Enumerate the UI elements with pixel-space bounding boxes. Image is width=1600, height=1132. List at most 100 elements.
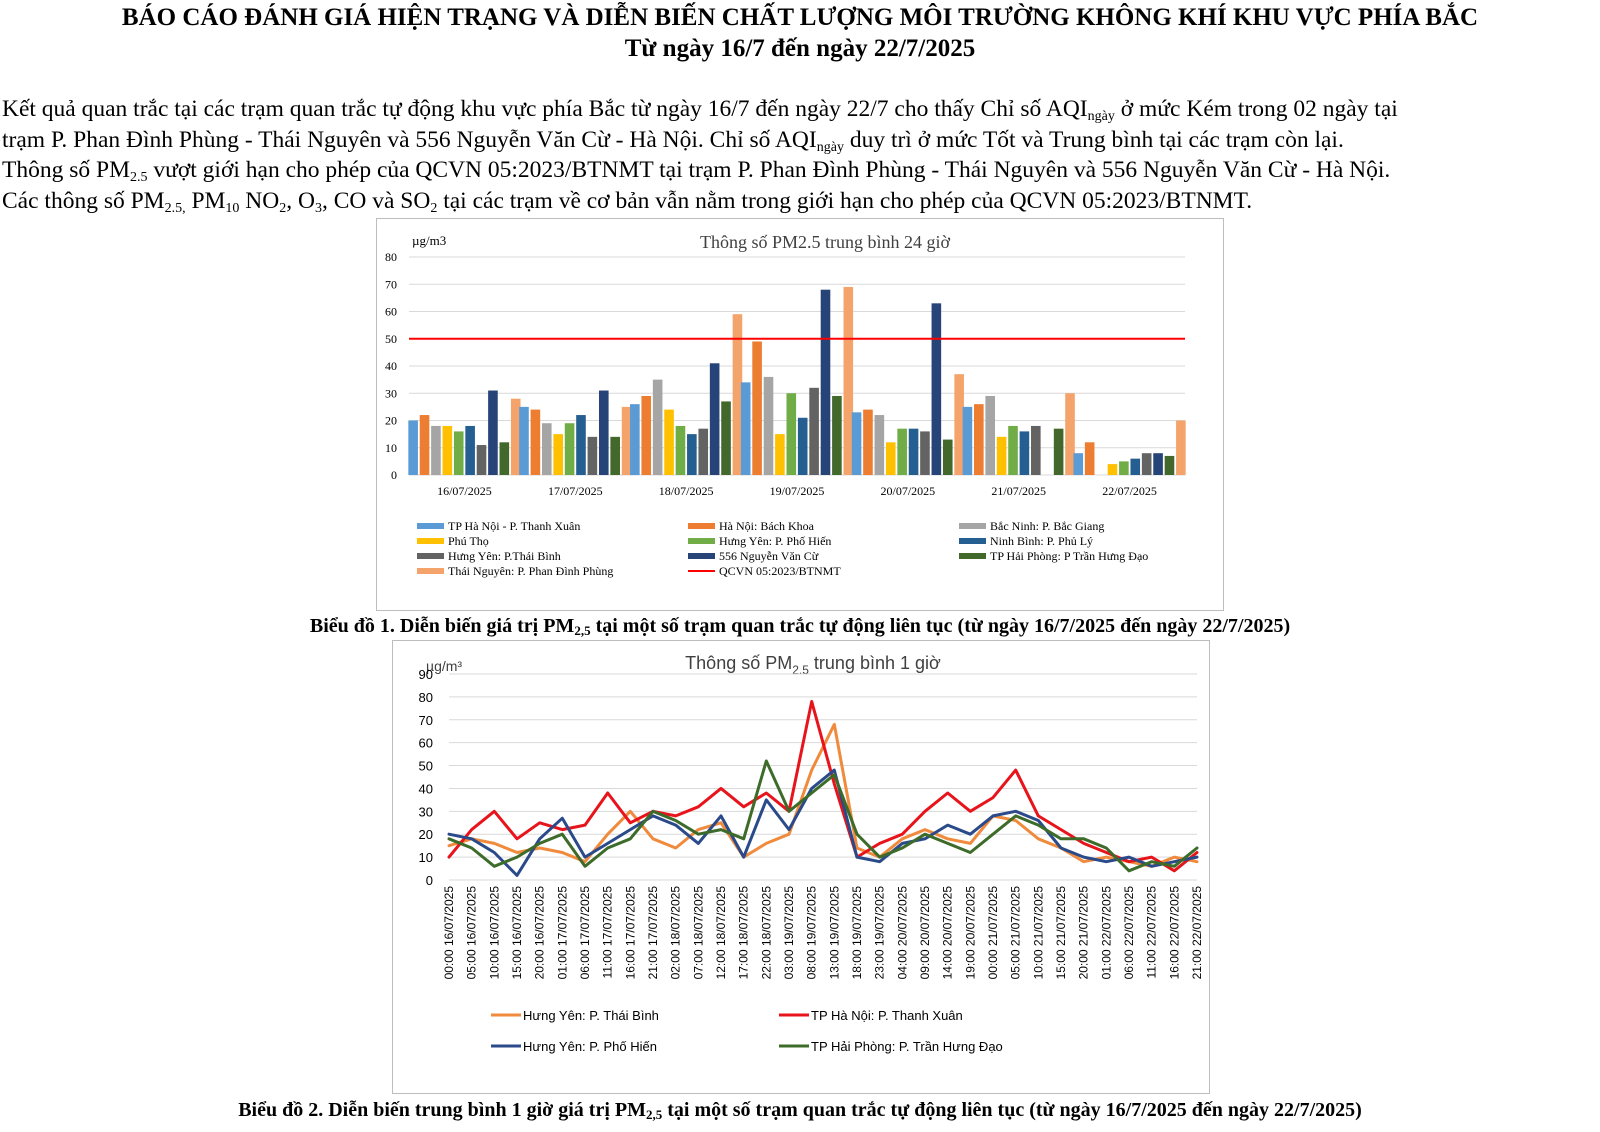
chart-2-x-tick: 00:00 16/07/2025 xyxy=(442,886,456,980)
chart-1-bar xyxy=(598,390,609,475)
chart-2-x-tick: 11:00 22/07/2025 xyxy=(1145,886,1159,979)
chart-1-bar xyxy=(664,409,674,475)
chart-1-bar xyxy=(874,415,885,475)
chart-1-bar xyxy=(740,382,751,475)
chart-1-legend-swatch xyxy=(959,553,986,559)
chart-1-bar xyxy=(530,409,541,475)
chart-1-bar xyxy=(610,436,620,475)
chart-1-bar xyxy=(431,425,441,475)
chart-1-bar xyxy=(1008,425,1018,475)
chart-2-x-tick: 03:00 19/07/2025 xyxy=(782,886,796,980)
chart-1-bar xyxy=(408,420,418,475)
report-title: BÁO CÁO ĐÁNH GIÁ HIỆN TRẠNG VÀ DIỄN BIẾN… xyxy=(121,4,1479,31)
chart-2-y-tick: 50 xyxy=(419,759,433,774)
chart-1-bar xyxy=(797,417,808,475)
chart-1-bar xyxy=(576,415,586,475)
chart-2-x-tick: 13:00 19/07/2025 xyxy=(827,886,841,980)
chart-2-line-pm25-1h: µg/m³ Thông số PM2.5 trung bình 1 giờ 01… xyxy=(419,653,1204,1054)
chart-2-x-tick: 21:00 22/07/2025 xyxy=(1190,886,1204,980)
chart-1-bar xyxy=(885,442,896,475)
chart-2-x-tick: 01:00 17/07/2025 xyxy=(555,886,569,980)
summary-paragraph: Kết quả quan trắc tại các trạm quan trắc… xyxy=(2,94,1598,216)
chart-1-legend-label: 556 Nguyễn Văn Cừ xyxy=(719,549,819,563)
chart-1-legend-swatch xyxy=(688,538,715,544)
chart-1-bar xyxy=(519,406,529,475)
chart-2-y-tick: 20 xyxy=(419,827,433,842)
chart-1-bar xyxy=(1053,428,1064,475)
chart-1-bar xyxy=(442,425,453,475)
chart-1-bar xyxy=(1107,464,1118,475)
chart-2-x-tick: 05:00 16/07/2025 xyxy=(465,886,479,980)
chart-1-y-tick: 0 xyxy=(391,468,397,482)
chart-2-y-tick: 90 xyxy=(419,667,433,682)
chart-1-bar xyxy=(721,401,731,475)
chart-1-bar xyxy=(1141,453,1152,475)
chart-1-bar xyxy=(541,423,552,475)
chart-1-bar xyxy=(996,436,1007,475)
chart-1-legend-swatch xyxy=(417,568,444,574)
chart-1-legend-swatch xyxy=(959,538,986,544)
chart-1-legend-label: Phú Thọ xyxy=(448,534,489,548)
chart-1-bar xyxy=(1119,461,1129,475)
chart-2-x-tick: 19:00 20/07/2025 xyxy=(963,886,977,980)
chart-1-x-tick: 16/07/2025 xyxy=(437,484,492,498)
chart-2-x-tick: 06:00 22/07/2025 xyxy=(1122,886,1136,980)
chart-2-x-tick: 23:00 19/07/2025 xyxy=(873,886,887,980)
chart-1-x-tick: 17/07/2025 xyxy=(548,484,603,498)
chart-2-y-tick: 30 xyxy=(419,804,433,819)
chart-1-bar xyxy=(954,374,964,475)
chart-1-y-tick: 70 xyxy=(385,277,397,291)
chart-1-bar xyxy=(752,341,762,475)
chart-1-bar xyxy=(1176,420,1186,475)
chart-1-bar xyxy=(908,428,919,475)
chart-1-legend-swatch xyxy=(688,523,715,529)
summary-line-1: Kết quả quan trắc tại các trạm quan trắc… xyxy=(2,96,1398,124)
chart-1-title: Thông số PM2.5 trung bình 24 giờ xyxy=(700,232,951,252)
chart-2-x-tick: 20:00 16/07/2025 xyxy=(533,886,547,980)
chart-1-bar xyxy=(863,409,873,475)
chart-1-legend-label: Hưng Yên: P. Phố Hiến xyxy=(719,534,831,548)
chart-1-bar xyxy=(488,390,498,475)
chart-1-bar xyxy=(974,404,984,475)
chart-2-x-tick: 15:00 16/07/2025 xyxy=(510,886,524,980)
chart-1-legend-label: QCVN 05:2023/BTNMT xyxy=(719,564,841,578)
chart-1-legend-label: Thái Nguyên: P. Phan Đình Phùng xyxy=(448,564,613,578)
chart-2-x-tick: 09:00 20/07/2025 xyxy=(918,886,932,980)
chart-2-y-tick: 70 xyxy=(419,713,433,728)
chart-2-x-tick: 15:00 21/07/2025 xyxy=(1054,886,1068,980)
summary-line-2: trạm P. Phan Đình Phùng - Thái Nguyên và… xyxy=(2,126,1344,155)
chart-2-x-tick: 14:00 20/07/2025 xyxy=(941,886,955,980)
summary-line-4: Các thông số PM2.5, PM10 NO2, O3, CO và … xyxy=(2,187,1253,216)
chart-1-bar xyxy=(931,303,942,475)
chart-2-legend-label: Hưng Yên: P. Thái Bình xyxy=(523,1008,659,1023)
chart-1-y-tick: 40 xyxy=(385,359,397,373)
chart-1-legend-swatch xyxy=(417,523,444,529)
chart-1-bar xyxy=(453,431,464,475)
chart-1-legend-label: Bắc Ninh: P. Bắc Giang xyxy=(990,519,1104,533)
chart-1-bar xyxy=(510,398,521,475)
chart-2-y-tick: 0 xyxy=(426,873,433,888)
chart-2-legend-label: Hưng Yên: P. Phố Hiến xyxy=(523,1039,657,1054)
chart-1-x-tick: 22/07/2025 xyxy=(1102,484,1157,498)
chart-1-bar xyxy=(1031,425,1041,475)
chart-1-bar xyxy=(1164,455,1175,475)
chart-1-bar xyxy=(621,406,632,475)
chart-1-bar xyxy=(709,363,720,475)
figure-1-caption: Biểu đồ 1. Diễn biến giá trị PM2,5 tại m… xyxy=(309,615,1291,638)
chart-2-x-tick: 16:00 22/07/2025 xyxy=(1167,886,1181,980)
chart-2-x-tick: 18:00 19/07/2025 xyxy=(850,886,864,980)
chart-2-x-tick: 00:00 21/07/2025 xyxy=(986,886,1000,980)
chart-2-y-tick: 40 xyxy=(419,781,433,796)
chart-1-bar xyxy=(763,376,774,475)
chart-1-bar xyxy=(641,395,652,475)
chart-1-bar xyxy=(942,439,953,475)
chart-1-x-tick: 18/07/2025 xyxy=(659,484,714,498)
chart-1-bar xyxy=(820,289,831,475)
chart-1-bar xyxy=(553,434,563,475)
chart-1-frame: µg/m3 Thông số PM2.5 trung bình 24 giờ 0… xyxy=(376,218,1224,611)
chart-1-bar xyxy=(786,393,797,475)
chart-1-legend-label: Hưng Yên: P.Thái Bình xyxy=(448,549,561,563)
report-date-range: Từ ngày 16/7 đến ngày 22/7/2025 xyxy=(624,35,976,62)
chart-1-bar xyxy=(1065,393,1075,475)
chart-1-bar xyxy=(851,412,862,475)
